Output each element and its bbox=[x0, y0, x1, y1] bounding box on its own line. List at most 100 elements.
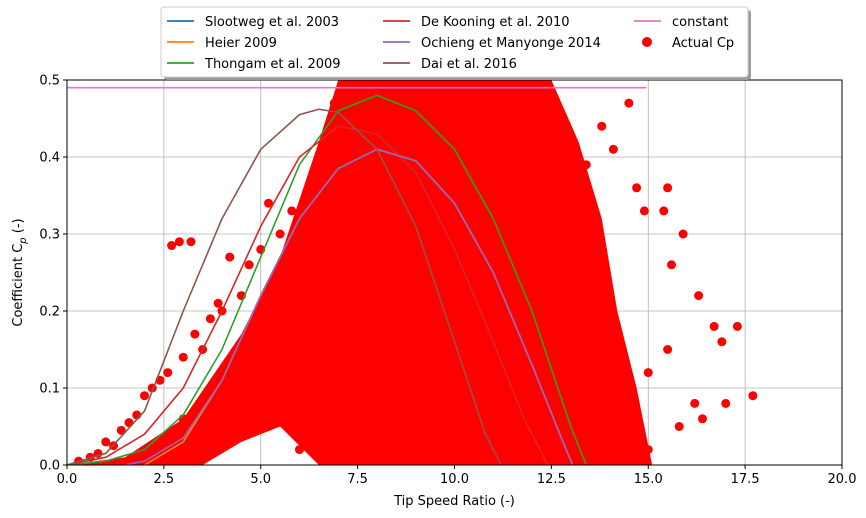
scatter-point bbox=[101, 437, 111, 447]
scatter-point bbox=[357, 175, 366, 185]
scatter-point bbox=[244, 260, 254, 270]
scatter-point bbox=[275, 229, 285, 239]
scatter-point bbox=[527, 414, 537, 424]
scatter-point bbox=[581, 160, 591, 170]
legend-entry: constant bbox=[672, 15, 729, 30]
scatter-point bbox=[659, 206, 669, 216]
y-tick-label: 0.3 bbox=[39, 228, 60, 243]
x-tick-label: 0.0 bbox=[57, 472, 78, 487]
x-tick-label: 12.5 bbox=[537, 472, 566, 487]
scatter-point bbox=[345, 144, 355, 154]
scatter-point bbox=[391, 206, 401, 216]
x-tick-label: 20.0 bbox=[828, 472, 857, 487]
scatter-point bbox=[504, 98, 514, 108]
scatter-point bbox=[314, 437, 324, 447]
series-line bbox=[67, 94, 587, 465]
x-tick-label: 7.5 bbox=[347, 472, 368, 487]
y-tick-label: 0.0 bbox=[39, 459, 60, 474]
scatter-point bbox=[116, 425, 126, 435]
scatter-point bbox=[264, 198, 273, 208]
scatter-layer bbox=[67, 80, 758, 465]
legend-entry: De Kooning et al. 2010 bbox=[421, 15, 570, 30]
scatter-point bbox=[678, 229, 688, 239]
scatter-point bbox=[546, 229, 556, 239]
scatter-point bbox=[624, 98, 634, 108]
scatter-point bbox=[353, 406, 363, 416]
legend-box bbox=[160, 6, 749, 78]
scatter-point bbox=[372, 229, 382, 239]
scatter-point bbox=[422, 160, 432, 170]
scatter-point bbox=[186, 237, 196, 247]
legend-entry: Actual Cp bbox=[672, 36, 734, 51]
scatter-point bbox=[353, 275, 363, 285]
scatter-point bbox=[717, 337, 727, 347]
scatter-point bbox=[217, 422, 227, 431]
scatter-point bbox=[709, 321, 719, 331]
scatter-point bbox=[372, 391, 382, 401]
scatter-point bbox=[694, 291, 704, 301]
scatter-point bbox=[275, 352, 285, 362]
y-tick-label: 0.4 bbox=[39, 151, 60, 166]
scatter-point bbox=[329, 98, 339, 108]
scatter-point bbox=[395, 90, 405, 100]
x-axis-label: Tip Speed Ratio (-) bbox=[393, 494, 515, 509]
legend-entry: Slootweg et al. 2003 bbox=[205, 15, 339, 30]
scatter-point bbox=[639, 206, 649, 216]
scatter-point bbox=[663, 345, 673, 354]
y-tick-label: 0.1 bbox=[39, 382, 60, 397]
scatter-point bbox=[508, 445, 518, 455]
scatter-point bbox=[450, 268, 459, 277]
scatter-point bbox=[608, 144, 618, 154]
scatter-point bbox=[236, 383, 246, 393]
scatter-point bbox=[178, 352, 188, 362]
scatter-point bbox=[488, 398, 498, 408]
scatter-point bbox=[605, 306, 614, 316]
scatter-point bbox=[527, 191, 537, 200]
scatter-point bbox=[314, 321, 324, 331]
scatter-point bbox=[508, 152, 518, 162]
scatter-point bbox=[721, 398, 731, 408]
scatter-point bbox=[167, 241, 177, 251]
scatter-point bbox=[287, 206, 297, 216]
scatter-point bbox=[411, 368, 421, 378]
y-axis-label: Coefficient Cp (-) bbox=[11, 218, 29, 326]
x-tick-label: 5.0 bbox=[250, 472, 271, 487]
scatter-point bbox=[488, 321, 498, 331]
scatter-point bbox=[140, 391, 149, 401]
plot-area bbox=[67, 80, 758, 465]
series-line bbox=[67, 108, 502, 465]
scatter-point bbox=[632, 183, 642, 193]
scatter-point bbox=[295, 445, 304, 455]
legend-swatch bbox=[642, 37, 652, 47]
scatter-point bbox=[295, 345, 304, 354]
scatter-point bbox=[174, 237, 184, 247]
scatter-point bbox=[643, 368, 653, 378]
scatter-point bbox=[667, 260, 676, 270]
scatter-point bbox=[124, 418, 134, 428]
series-line bbox=[67, 125, 549, 465]
scatter-point bbox=[256, 368, 266, 378]
y-axis-ticks: 0.0 0.1 0.2 0.3 0.4 0.5 bbox=[39, 74, 67, 474]
curves-layer bbox=[67, 86, 647, 465]
x-tick-label: 10.0 bbox=[440, 472, 469, 487]
dense-scatter-region bbox=[67, 80, 653, 465]
scatter-point bbox=[597, 121, 607, 131]
scatter-point bbox=[333, 422, 343, 431]
legend-entry: Heier 2009 bbox=[205, 36, 277, 51]
scatter-point bbox=[690, 398, 700, 408]
x-tick-label: 15.0 bbox=[634, 472, 663, 487]
y-tick-label: 0.5 bbox=[39, 74, 60, 89]
legend-entry: Dai et al. 2016 bbox=[421, 57, 517, 72]
scatter-point bbox=[663, 183, 673, 193]
scatter-point bbox=[403, 183, 413, 193]
scatter-point bbox=[748, 391, 758, 401]
scatter-point bbox=[550, 121, 560, 131]
series-line bbox=[124, 148, 574, 465]
scatter-point bbox=[698, 414, 707, 424]
scatter-point bbox=[430, 244, 440, 254]
scatter-point bbox=[566, 137, 576, 147]
scatter-point bbox=[674, 422, 684, 431]
scatter-point bbox=[605, 437, 614, 447]
scatter-point bbox=[430, 437, 440, 447]
